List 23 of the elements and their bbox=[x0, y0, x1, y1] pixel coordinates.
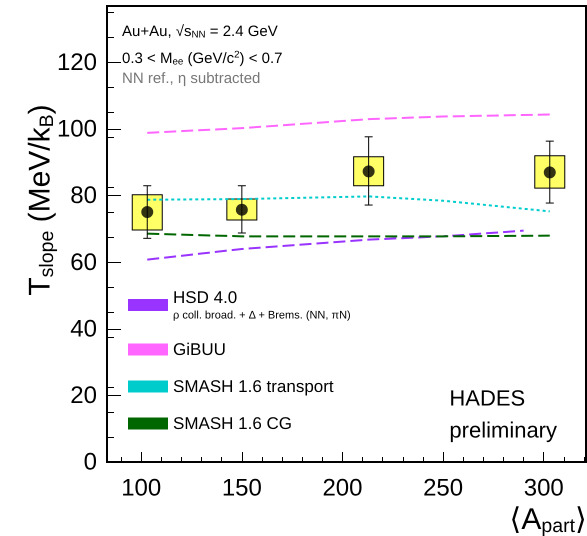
y-tick-label: 40 bbox=[70, 315, 97, 342]
legend-label: SMASH 1.6 transport bbox=[173, 377, 334, 396]
y-tick-label: 80 bbox=[70, 182, 97, 210]
annotation: NN ref., η subtracted bbox=[122, 70, 260, 87]
x-tick-label: 100 bbox=[121, 474, 162, 502]
line-series bbox=[146, 195, 551, 212]
x-tick-label: 200 bbox=[322, 474, 362, 502]
legend-label: GiBUU bbox=[173, 340, 226, 359]
annotation: Au+Au, √sNN = 2.4 GeV bbox=[122, 23, 278, 40]
legend-label: SMASH 1.6 CG bbox=[173, 414, 292, 433]
line-series bbox=[146, 114, 551, 134]
x-tick-label: 300 bbox=[524, 474, 564, 502]
y-tick-label: 20 bbox=[70, 382, 97, 409]
line-series bbox=[146, 230, 525, 261]
annotation: HADES preliminary bbox=[449, 386, 558, 442]
legend-label: HSD 4.0 ρ coll. broad. + Δ + Brems. (NN, πN) bbox=[173, 288, 351, 322]
x-tick-label: 150 bbox=[222, 474, 262, 502]
y-tick-label: 60 bbox=[70, 248, 97, 276]
y-tick-label: 120 bbox=[56, 49, 97, 76]
y-tick-label: 0 bbox=[84, 448, 97, 476]
y-axis-title: Tslope (MeV/kB) bbox=[24, 104, 58, 296]
x-tick-label: 250 bbox=[423, 474, 464, 502]
y-tick-label: 100 bbox=[56, 116, 97, 143]
